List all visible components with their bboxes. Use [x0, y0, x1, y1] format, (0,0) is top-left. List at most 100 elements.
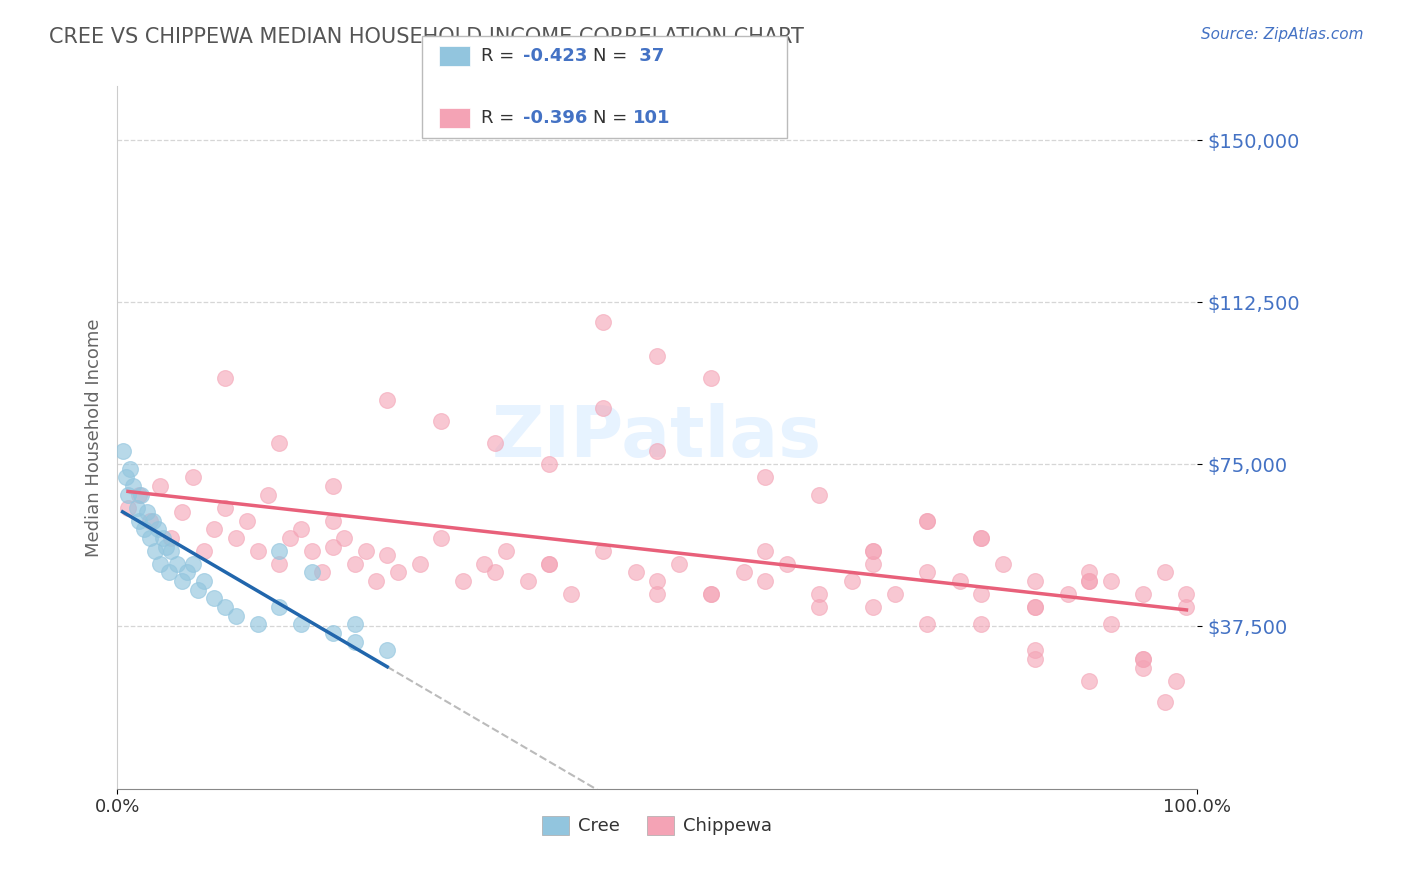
- Point: [142, 514, 165, 528]
- Point: [1164, 673, 1187, 688]
- Point: [143, 544, 166, 558]
- Text: -0.396: -0.396: [523, 109, 588, 127]
- Point: [214, 600, 236, 615]
- Point: [1132, 652, 1154, 666]
- Point: [430, 414, 453, 428]
- Point: [111, 444, 134, 458]
- Point: [214, 500, 236, 515]
- Point: [538, 557, 561, 571]
- Point: [311, 566, 333, 580]
- Point: [700, 587, 723, 601]
- Point: [862, 557, 884, 571]
- Point: [193, 544, 215, 558]
- Point: [236, 514, 259, 528]
- Point: [246, 544, 269, 558]
- Point: [645, 444, 668, 458]
- Point: [1024, 600, 1046, 615]
- Point: [129, 488, 152, 502]
- Point: [474, 557, 496, 571]
- Text: 37: 37: [633, 47, 664, 65]
- Point: [322, 514, 344, 528]
- Point: [592, 544, 614, 558]
- Point: [862, 544, 884, 558]
- Point: [322, 626, 344, 640]
- Point: [808, 600, 831, 615]
- Point: [122, 479, 145, 493]
- Point: [915, 617, 938, 632]
- Point: [202, 591, 225, 606]
- Point: [668, 557, 690, 571]
- Point: [862, 544, 884, 558]
- Point: [176, 566, 198, 580]
- Point: [1132, 652, 1154, 666]
- Point: [645, 587, 668, 601]
- Point: [883, 587, 905, 601]
- Point: [152, 531, 174, 545]
- Text: N =: N =: [593, 109, 633, 127]
- Point: [278, 531, 301, 545]
- Point: [915, 566, 938, 580]
- Point: [484, 566, 506, 580]
- Point: [754, 544, 776, 558]
- Point: [1175, 587, 1198, 601]
- Point: [375, 548, 398, 562]
- Text: R =: R =: [481, 109, 520, 127]
- Point: [117, 500, 139, 515]
- Y-axis label: Median Household Income: Median Household Income: [86, 318, 103, 557]
- Point: [290, 617, 312, 632]
- Point: [1056, 587, 1078, 601]
- Point: [560, 587, 582, 601]
- Point: [375, 392, 398, 407]
- Point: [225, 531, 247, 545]
- Point: [700, 371, 723, 385]
- Point: [269, 557, 291, 571]
- Point: [138, 531, 160, 545]
- Text: 101: 101: [633, 109, 671, 127]
- Point: [733, 566, 755, 580]
- Point: [125, 500, 148, 515]
- Point: [155, 540, 177, 554]
- Point: [1024, 600, 1046, 615]
- Point: [257, 488, 280, 502]
- Point: [538, 458, 561, 472]
- Point: [322, 479, 344, 493]
- Point: [160, 544, 183, 558]
- Point: [808, 587, 831, 601]
- Point: [1078, 673, 1101, 688]
- Point: [991, 557, 1014, 571]
- Point: [117, 488, 139, 502]
- Point: [120, 462, 142, 476]
- Point: [214, 371, 236, 385]
- Point: [645, 574, 668, 588]
- Point: [333, 531, 356, 545]
- Point: [136, 505, 159, 519]
- Point: [484, 435, 506, 450]
- Point: [430, 531, 453, 545]
- Text: CREE VS CHIPPEWA MEDIAN HOUSEHOLD INCOME CORRELATION CHART: CREE VS CHIPPEWA MEDIAN HOUSEHOLD INCOME…: [49, 27, 804, 46]
- Point: [354, 544, 377, 558]
- Point: [808, 488, 831, 502]
- Text: -0.423: -0.423: [523, 47, 588, 65]
- Point: [776, 557, 799, 571]
- Point: [269, 600, 291, 615]
- Point: [343, 557, 366, 571]
- Point: [1099, 574, 1122, 588]
- Point: [949, 574, 972, 588]
- Point: [1024, 643, 1046, 657]
- Point: [387, 566, 409, 580]
- Point: [970, 531, 993, 545]
- Point: [149, 479, 172, 493]
- Text: R =: R =: [481, 47, 520, 65]
- Point: [1078, 566, 1101, 580]
- Point: [166, 557, 188, 571]
- Point: [269, 544, 291, 558]
- Point: [225, 608, 247, 623]
- Point: [1078, 574, 1101, 588]
- Text: N =: N =: [593, 47, 633, 65]
- Point: [128, 514, 150, 528]
- Point: [1024, 652, 1046, 666]
- Point: [160, 531, 183, 545]
- Point: [862, 600, 884, 615]
- Point: [841, 574, 863, 588]
- Text: ZIPatlas: ZIPatlas: [492, 403, 823, 472]
